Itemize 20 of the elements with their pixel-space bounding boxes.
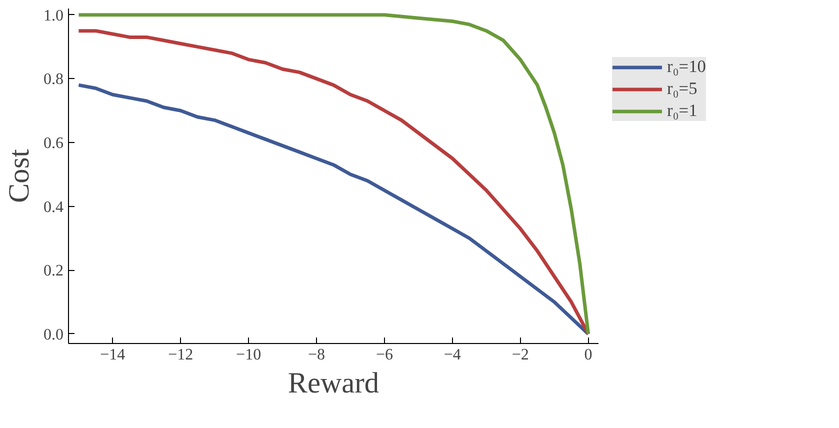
x-tick-label: −10 bbox=[236, 346, 262, 364]
y-tick-label: 1.0 bbox=[44, 7, 64, 24]
line-series bbox=[76, 83, 590, 336]
legend-label: r₀=10 bbox=[667, 57, 706, 77]
y-tick-label: 0.4 bbox=[44, 198, 64, 216]
x-tick-label: −12 bbox=[168, 346, 194, 364]
y-tick-label: 0.8 bbox=[44, 71, 64, 88]
legend-label: r₀=1 bbox=[667, 101, 698, 121]
x-tick-label: 0 bbox=[584, 346, 592, 364]
x-tick-label: −6 bbox=[376, 346, 393, 364]
y-tick-label: 0.2 bbox=[44, 262, 64, 280]
x-tick-label: −8 bbox=[308, 346, 326, 364]
y-tick-label: 0.6 bbox=[44, 135, 64, 152]
x-tick-label: −4 bbox=[444, 346, 461, 364]
y-axis-title: Cost bbox=[4, 149, 36, 203]
y-tick-label: 0.0 bbox=[44, 326, 64, 344]
x-axis-title: Reward bbox=[288, 368, 380, 400]
x-tick-label: −14 bbox=[100, 346, 126, 364]
legend-label: r₀=5 bbox=[667, 79, 698, 99]
x-tick-label: −2 bbox=[512, 346, 529, 364]
